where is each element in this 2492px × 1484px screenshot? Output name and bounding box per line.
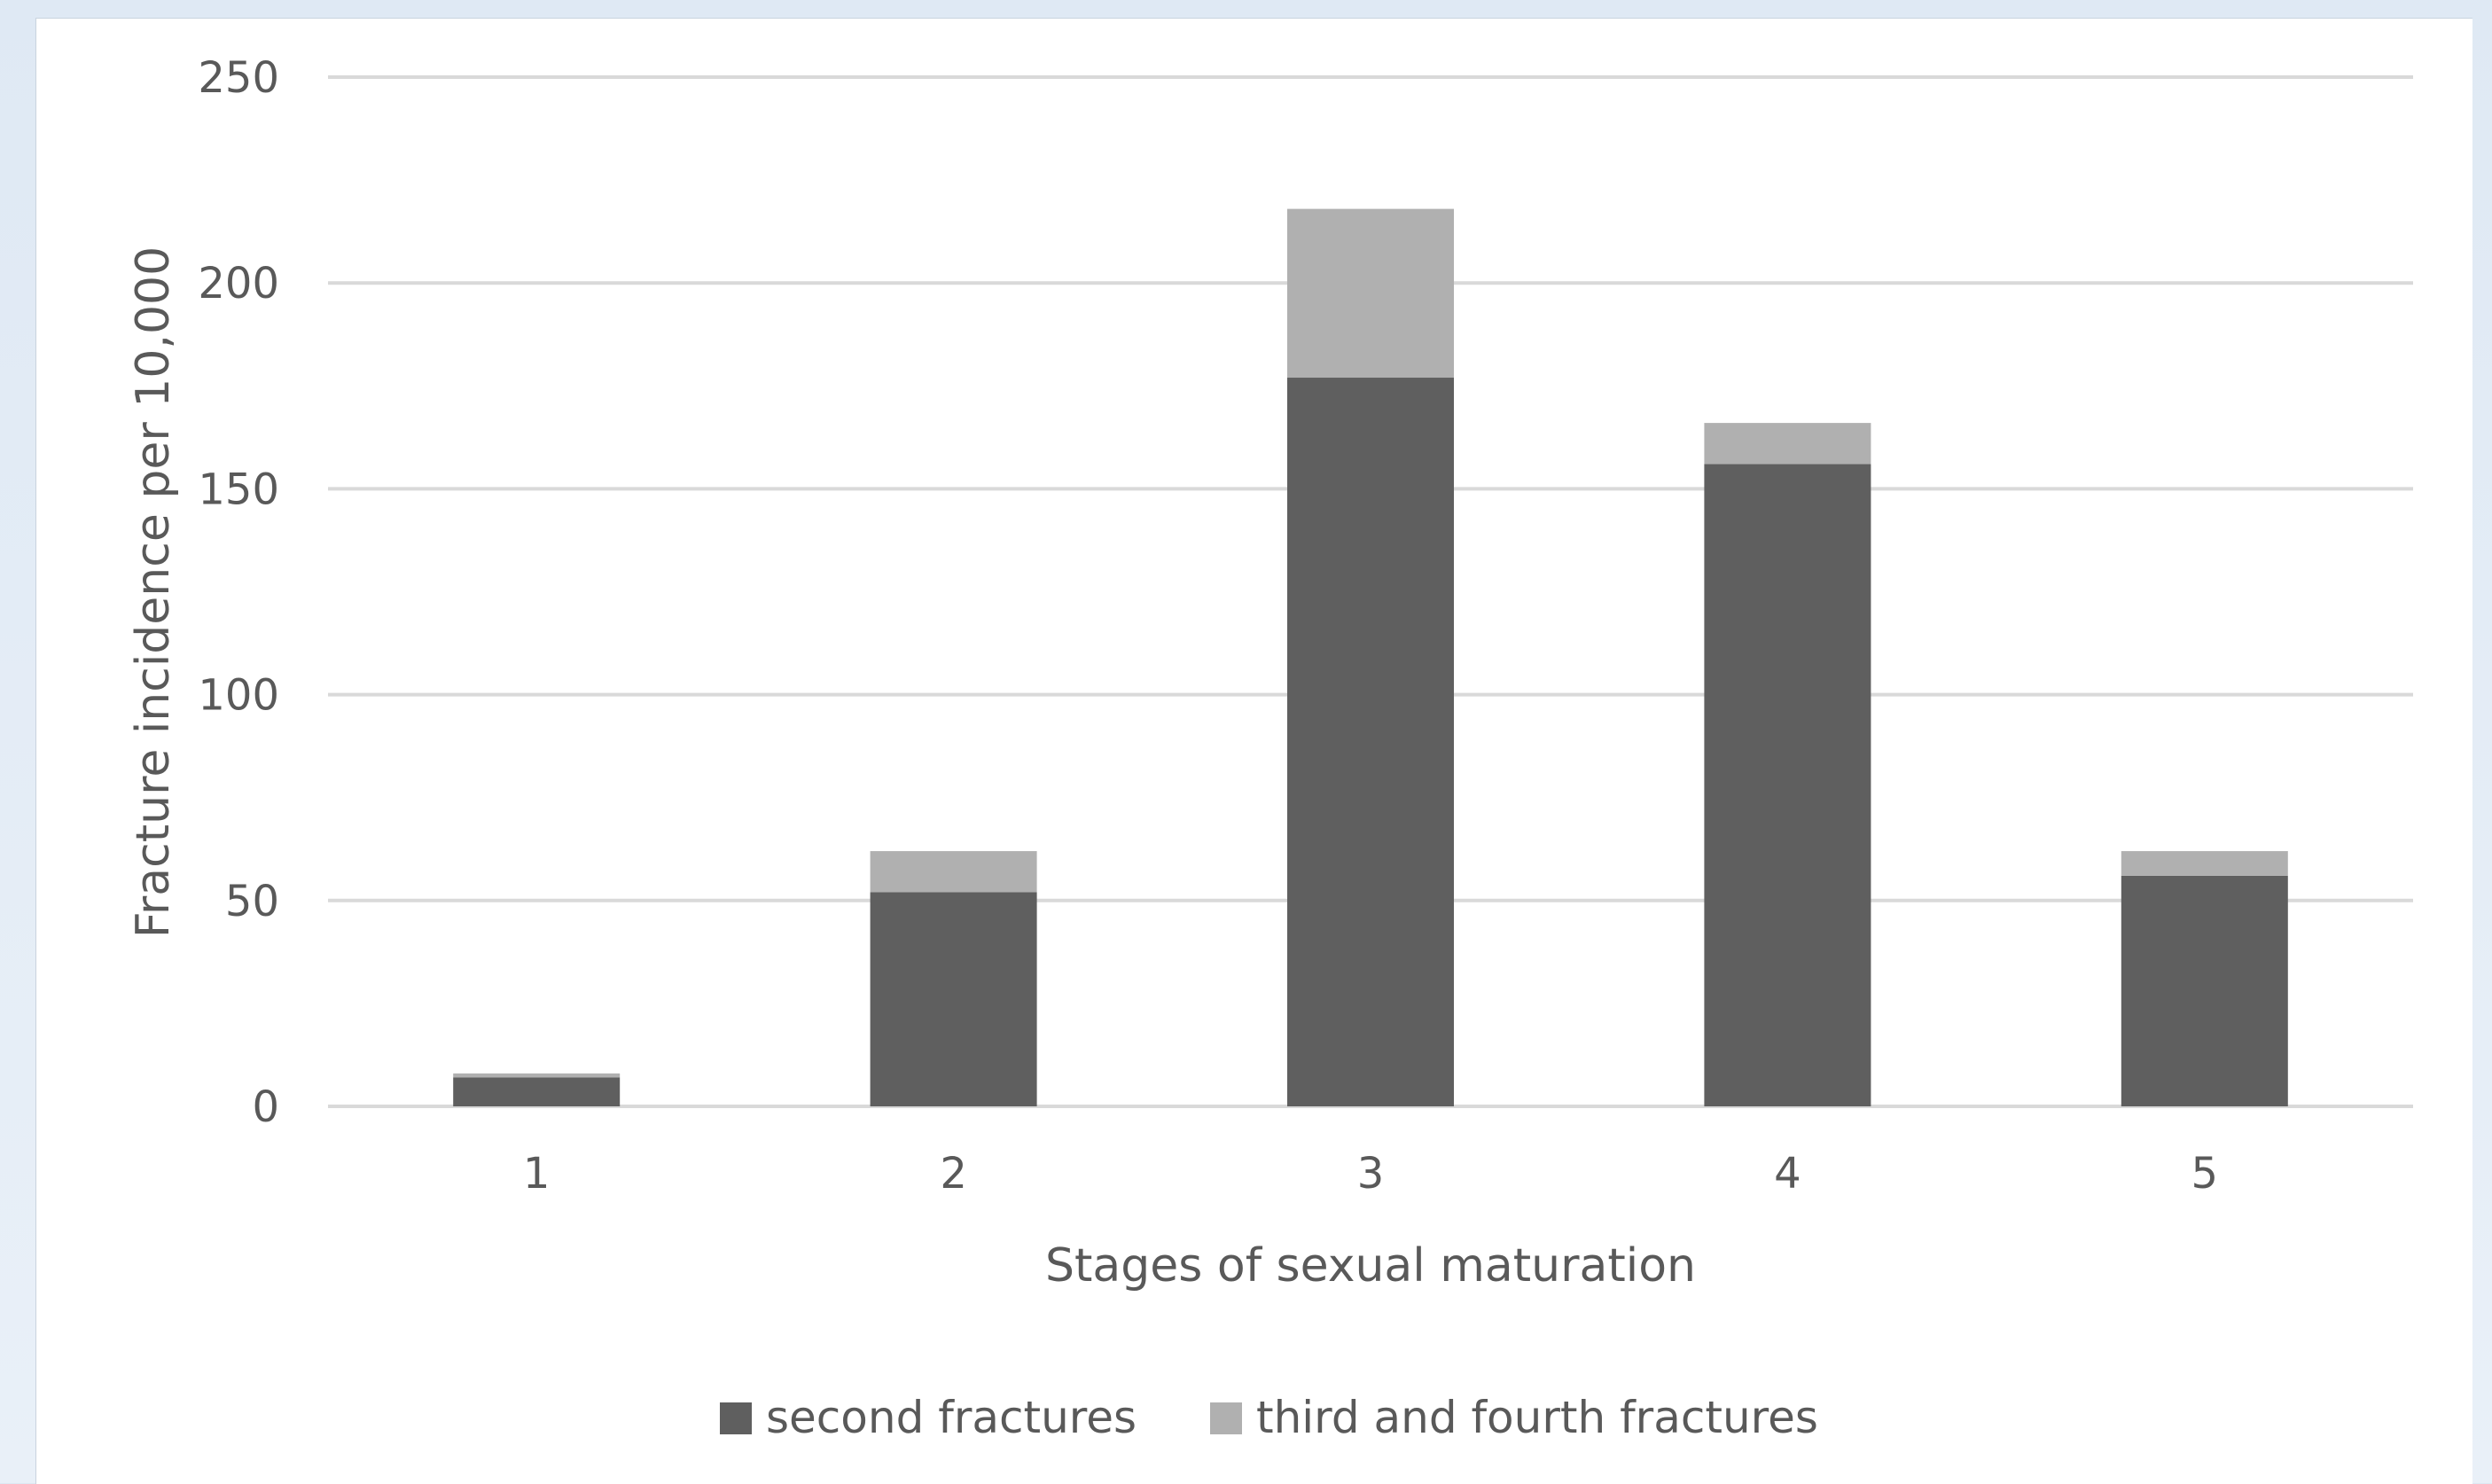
x-tick-labels: 1 2 3 4 5 <box>523 1149 2218 1199</box>
legend-label: third and fourth fractures <box>1256 1392 1818 1443</box>
y-tick-label: 250 <box>198 53 279 103</box>
x-tick-label: 2 <box>940 1149 967 1199</box>
y-tick-label: 150 <box>198 465 279 514</box>
x-tick-label: 3 <box>1357 1149 1385 1199</box>
chart-panel <box>35 18 2472 1484</box>
bar-third-fourth-fractures-stage-5 <box>2121 851 2288 876</box>
legend: second fractures third and fourth fractur… <box>720 1392 1818 1443</box>
bars <box>453 208 2288 1107</box>
legend-label: second fractures <box>766 1392 1137 1443</box>
y-tick-label: 50 <box>225 877 279 926</box>
y-axis-title: Fracture incidence per 10,000 <box>127 246 180 938</box>
x-tick-label: 4 <box>1774 1149 1801 1199</box>
bar-third-fourth-fractures-stage-2 <box>870 851 1037 893</box>
bar-third-fourth-fractures-stage-1 <box>453 1073 621 1078</box>
bar-second-fractures-stage-4 <box>1704 464 1871 1106</box>
bar-second-fractures-stage-2 <box>870 892 1037 1106</box>
bar-second-fractures-stage-1 <box>453 1077 621 1106</box>
y-tick-labels: 0 50 100 150 200 250 <box>198 53 279 1132</box>
x-tick-label: 5 <box>2191 1149 2219 1199</box>
y-tick-label: 0 <box>252 1082 279 1132</box>
bar-third-fourth-fractures-stage-4 <box>1704 423 1871 465</box>
y-tick-label: 200 <box>198 259 279 309</box>
y-tick-label: 100 <box>198 671 279 721</box>
x-tick-label: 1 <box>523 1149 551 1199</box>
legend-swatch <box>1210 1402 1242 1434</box>
bar-third-fourth-fractures-stage-3 <box>1287 208 1454 379</box>
bar-second-fractures-stage-5 <box>2121 875 2288 1106</box>
x-axis-title: Stages of sexual maturation <box>1045 1239 1696 1293</box>
bar-second-fractures-stage-3 <box>1287 378 1454 1107</box>
legend-swatch <box>720 1402 752 1434</box>
